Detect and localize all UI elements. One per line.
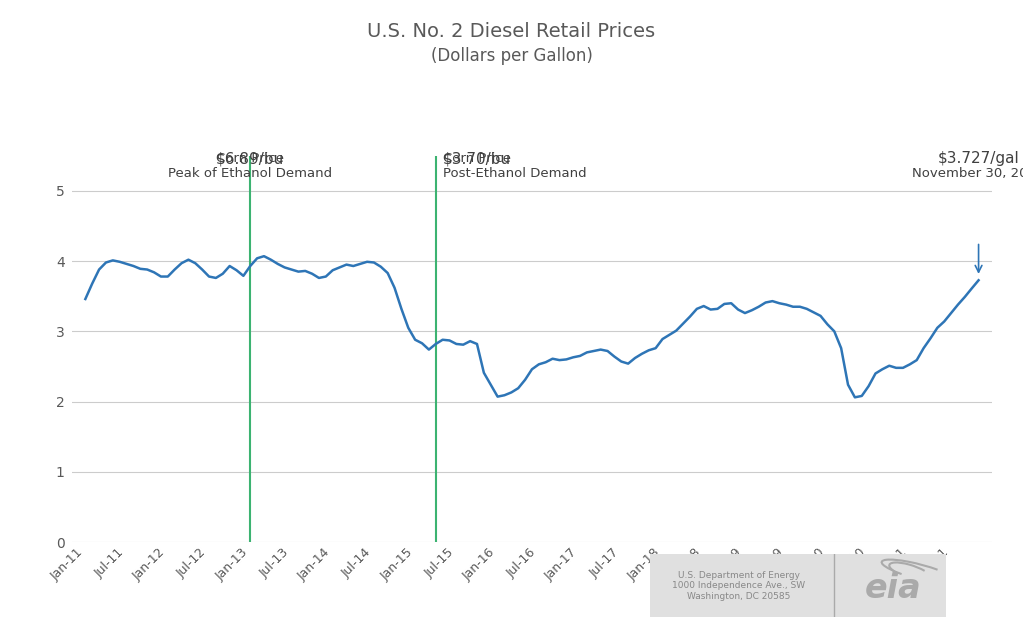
Text: (Dollars per Gallon): (Dollars per Gallon)	[431, 47, 592, 65]
Text: Corn Price
Post-Ethanol Demand: Corn Price Post-Ethanol Demand	[443, 153, 586, 180]
Text: eia: eia	[864, 573, 921, 605]
Text: $3.70/bu: $3.70/bu	[443, 151, 510, 166]
Text: $6.89/bu: $6.89/bu	[216, 151, 284, 166]
Text: $3.727/gal: $3.727/gal	[938, 151, 1020, 166]
Text: November 30, 2021: November 30, 2021	[913, 168, 1023, 180]
Text: U.S. Department of Energy
1000 Independence Ave., SW
Washington, DC 20585: U.S. Department of Energy 1000 Independe…	[672, 571, 805, 601]
Text: Corn Price
Peak of Ethanol Demand: Corn Price Peak of Ethanol Demand	[168, 153, 332, 180]
Text: U.S. No. 2 Diesel Retail Prices: U.S. No. 2 Diesel Retail Prices	[367, 22, 656, 40]
